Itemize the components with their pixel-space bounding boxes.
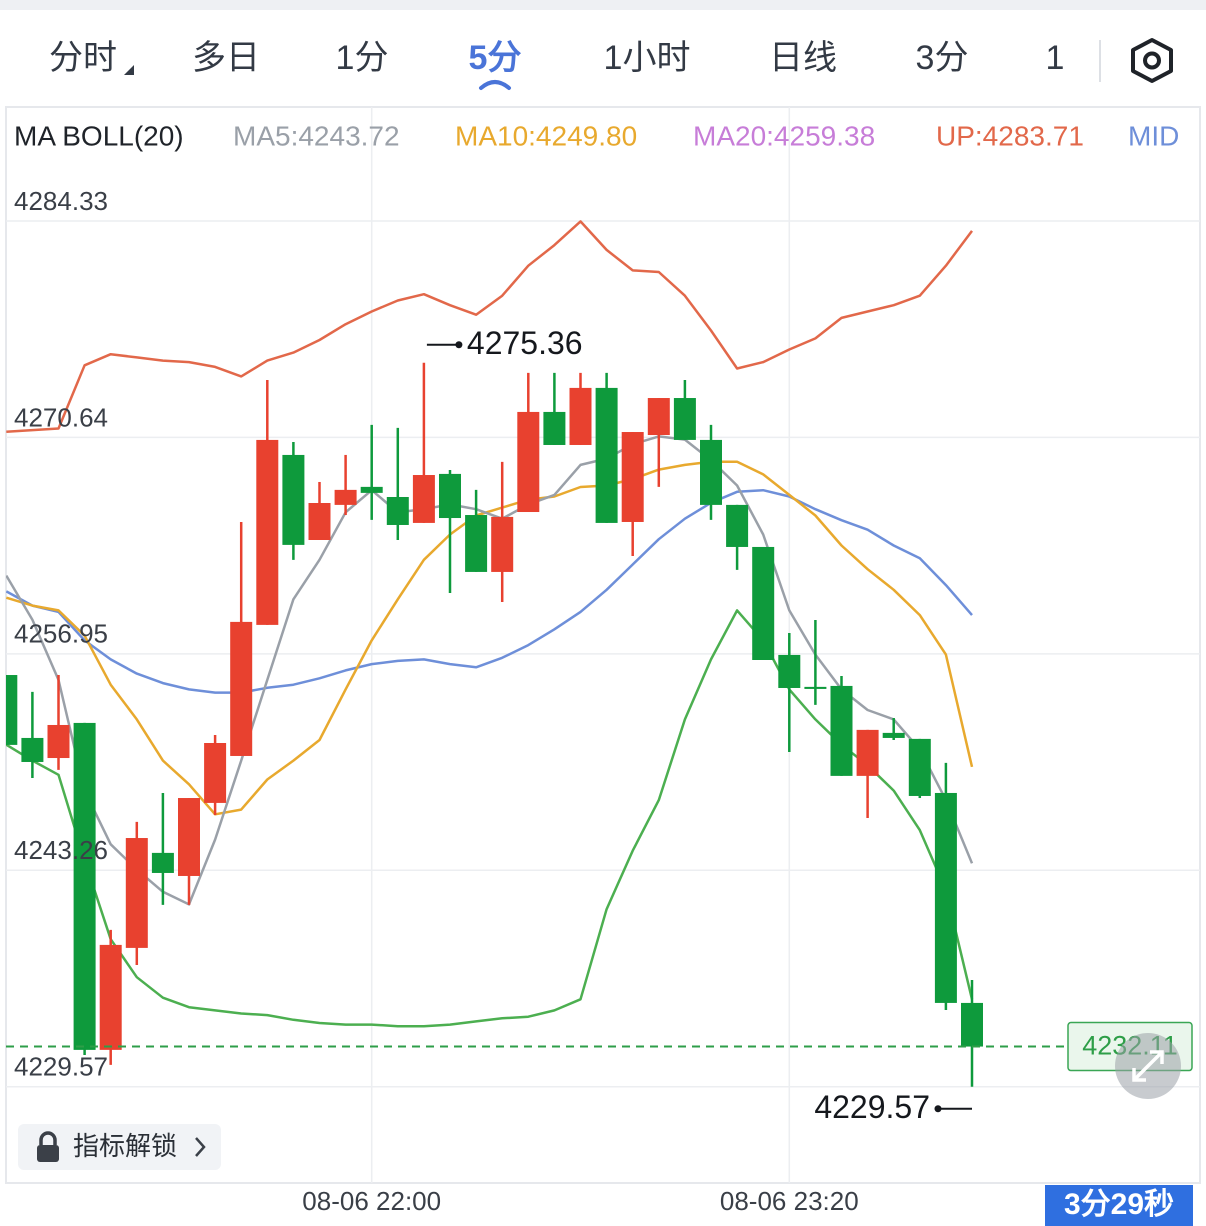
candle-body — [125, 838, 148, 948]
candle-body — [151, 852, 174, 873]
candle-body — [934, 792, 957, 1003]
candle-body — [621, 432, 644, 522]
candle-body — [412, 475, 435, 523]
candle-body — [595, 387, 618, 523]
candle-body — [465, 515, 488, 572]
legend: MA BOLL(20) MA5:4243.72 MA10:4249.80 MA20:4… — [14, 120, 1179, 151]
plot — [6, 220, 1068, 1087]
candle-body — [491, 516, 514, 572]
candle-body — [439, 473, 461, 519]
tab[interactable]: 1 — [1046, 39, 1065, 77]
candle-body — [282, 454, 305, 545]
candle-body — [673, 398, 696, 440]
candle-body — [882, 732, 905, 738]
candle-body — [726, 504, 749, 547]
countdown-badge — [1045, 1185, 1193, 1226]
tab[interactable]: 1小时 — [604, 39, 691, 77]
chart-frame — [5, 106, 1201, 1184]
candle-body — [830, 685, 853, 776]
legend-entry: MA5:4243.72 — [233, 120, 400, 151]
tick-labels: 4284.33 4270.64 4256.95 4243.26 4229.57 08-06… — [14, 186, 859, 1216]
candle-body — [778, 654, 801, 688]
candle-body — [752, 546, 775, 660]
countdown: 3分29秒 — [1064, 1188, 1174, 1221]
candle-body — [856, 729, 879, 776]
tab[interactable]: 1分 — [336, 39, 389, 77]
legend-entry: MA BOLL(20) — [14, 120, 184, 151]
candle-body — [47, 724, 70, 759]
y-tick-label: 4243.26 — [14, 835, 108, 865]
candle-body — [99, 944, 122, 1050]
candle-body — [308, 503, 331, 540]
candle-body — [334, 489, 357, 505]
unlock-label: 指标解锁 — [73, 1131, 177, 1161]
lock-icon-shackle — [39, 1131, 57, 1145]
dropdown-indicator — [124, 65, 134, 75]
legend-entry: MA10:4249.80 — [455, 120, 637, 151]
high-pointer-dot — [455, 341, 463, 349]
candle-body — [21, 737, 44, 762]
tab-bar: 分时 多日 1分 5分 1小时 日线 3分 1 — [49, 39, 1065, 90]
indicator-line — [6, 460, 974, 816]
candle-body — [6, 675, 18, 745]
legend-entry: MA20:4259.38 — [693, 120, 875, 151]
chevron-icon — [195, 1137, 206, 1157]
candle-body — [73, 722, 96, 1050]
settings-icon-dot — [1143, 51, 1161, 70]
y-tick-label: 4270.64 — [14, 402, 108, 432]
expand-button[interactable] — [1115, 1033, 1181, 1099]
candle-body — [360, 486, 383, 493]
low-pointer-dot — [934, 1105, 942, 1113]
status-strip — [0, 0, 1206, 10]
indicator-line — [6, 435, 974, 906]
candle-body — [256, 439, 279, 625]
tab[interactable]: 日线 — [769, 39, 837, 77]
candle-body — [908, 738, 931, 796]
y-tick-label: 4284.33 — [14, 186, 108, 216]
candle-body — [700, 439, 722, 505]
candle-body — [517, 411, 540, 513]
settings-icon — [1131, 38, 1173, 83]
settings-button[interactable] — [1131, 38, 1173, 83]
tab[interactable]: 5分 — [469, 39, 522, 77]
candle-body — [543, 411, 566, 445]
candle-body — [204, 743, 227, 803]
x-tick-label: 08-06 23:20 — [720, 1186, 859, 1216]
candle-body — [230, 621, 253, 756]
expand-icon — [1132, 1050, 1164, 1082]
candle-body — [961, 1002, 983, 1047]
indicator-line — [6, 609, 974, 1028]
lock-icon-body — [37, 1145, 59, 1162]
high-label: 4275.36 — [467, 325, 583, 361]
candle-body — [569, 387, 592, 445]
y-tick-label: 4256.95 — [14, 619, 108, 649]
tab[interactable]: 分时 — [49, 39, 117, 77]
x-tick-label: 08-06 22:00 — [302, 1186, 441, 1216]
candle-body — [647, 398, 670, 436]
low-label: 4229.57 — [814, 1089, 930, 1125]
legend-entry: MID — [1128, 120, 1179, 151]
grid — [6, 107, 1200, 1183]
unlock-button-bg — [18, 1124, 221, 1170]
active-tab-indicator — [479, 80, 511, 90]
indicator-line — [6, 220, 973, 433]
indicator-line — [6, 488, 973, 694]
candle-body — [804, 686, 827, 689]
unlock-button[interactable]: 指标解锁 — [18, 1124, 221, 1170]
y-tick-label: 4229.57 — [14, 1052, 108, 1082]
candle-body — [178, 798, 200, 876]
tab[interactable]: 3分 — [916, 39, 969, 77]
candle-body — [386, 496, 409, 525]
legend-entry: UP:4283.71 — [936, 120, 1084, 151]
tab[interactable]: 多日 — [192, 39, 260, 77]
